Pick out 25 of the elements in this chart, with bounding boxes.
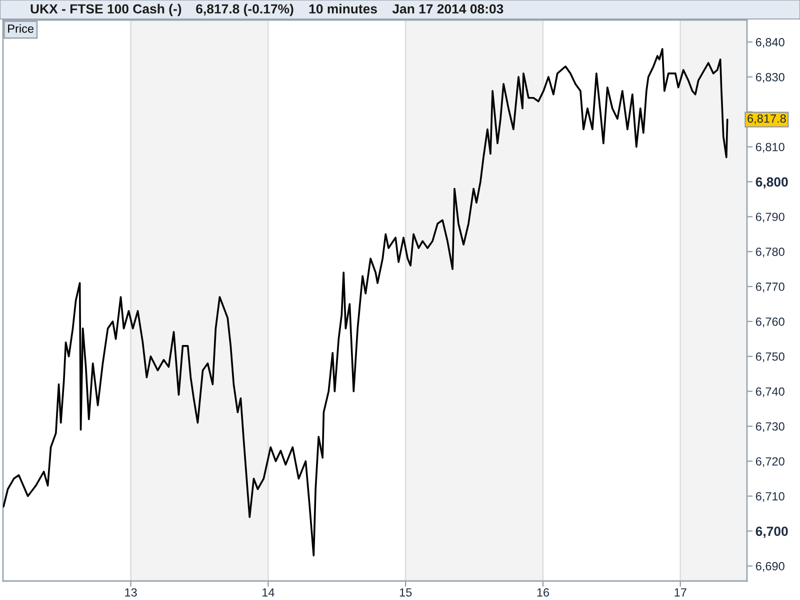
chart-title: UKX - FTSE 100 Cash (-) [30,4,182,16]
y-tick-label: 6,770 [756,282,784,292]
x-tick-label: 17 [674,588,686,596]
x-tick-label: 15 [400,588,412,597]
line-series [3,48,728,556]
y-tick-label: 6,830 [756,72,784,83]
text: 6,817.8 [748,114,786,124]
y-tick-label: 6,740 [756,387,784,398]
text: Price [8,24,34,33]
y-tick-label: 6,710 [756,492,784,502]
y-tick-label: 6,690 [756,562,784,572]
y-tick-label: 6,750 [756,352,784,362]
x-tick-label: 16 [537,588,550,597]
y-tick-label: 6,730 [756,422,784,432]
y-tick-label: 6,720 [756,457,784,467]
y-tick-label: 6,760 [756,317,784,328]
chart-subtitle: 6,817.8 (-0.17%) 10 minutes Jan 17 2014 08:03 [196,4,504,16]
y-tick-label: 6,800 [756,177,788,189]
x-tick-label: 14 [262,588,274,596]
y-tick-label: 6,700 [756,526,788,538]
y-tick-label: 6,810 [756,142,784,153]
y-tick-label: 6,780 [756,248,784,258]
y-tick-label: 6,790 [756,212,784,222]
y-tick-label: 6,840 [756,38,784,48]
x-tick-label: 13 [125,588,137,597]
